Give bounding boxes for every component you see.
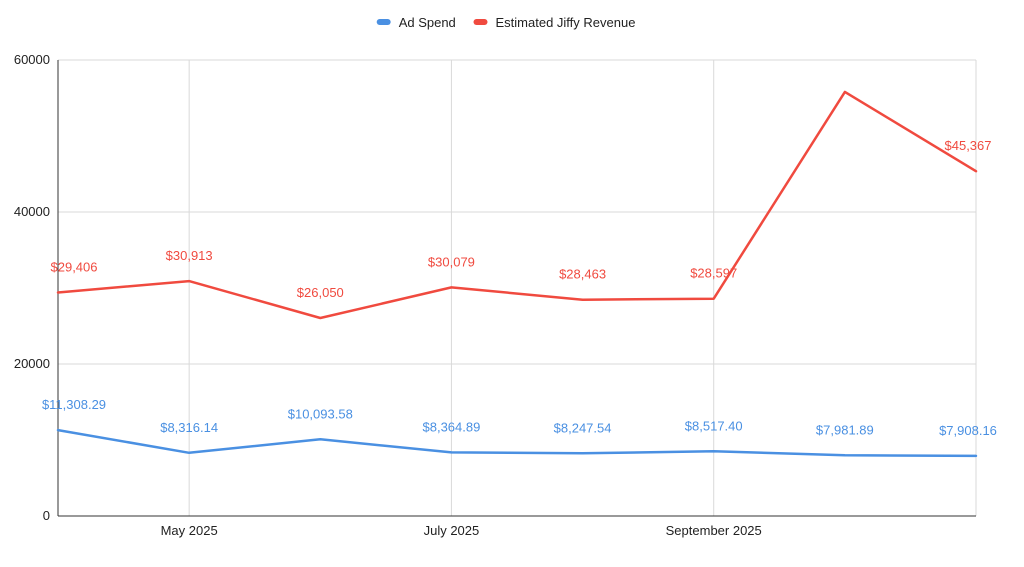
- data-label: $8,247.54: [554, 420, 612, 435]
- data-label: $28,463: [559, 267, 606, 282]
- data-label: $30,913: [166, 248, 213, 263]
- data-label: $8,364.89: [423, 419, 481, 434]
- data-label: $7,981.89: [816, 422, 874, 437]
- legend: Ad Spend Estimated Jiffy Revenue: [377, 15, 636, 30]
- data-label: $28,597: [690, 266, 737, 281]
- data-label: $8,316.14: [160, 420, 218, 435]
- data-label: $8,517.40: [685, 418, 743, 433]
- data-label: $29,406: [51, 260, 98, 275]
- legend-swatch: [474, 19, 488, 25]
- data-label: $7,908.16: [939, 423, 997, 438]
- x-tick-label: July 2025: [424, 523, 480, 538]
- axes: 0 20000 40000 60000 May 2025 July 2025 Septemb…: [14, 52, 976, 538]
- y-tick-label: 40000: [14, 204, 50, 219]
- x-tick-label: September 2025: [666, 523, 762, 538]
- legend-label: Estimated Jiffy Revenue: [496, 15, 636, 30]
- series-line-revenue: [58, 92, 976, 318]
- y-tick-label: 20000: [14, 356, 50, 371]
- data-labels: $11,308.29 $8,316.14 $10,093.58 $8,364.89 $8…: [42, 138, 997, 438]
- data-label: $30,079: [428, 254, 475, 269]
- data-label: $26,050: [297, 285, 344, 300]
- legend-swatch: [377, 19, 391, 25]
- data-label: $10,093.58: [288, 406, 353, 421]
- data-label: $45,367: [945, 138, 992, 153]
- legend-label: Ad Spend: [399, 15, 456, 30]
- grid-lines: [58, 60, 976, 516]
- series-lines: [58, 92, 976, 456]
- data-label: $11,308.29: [42, 397, 106, 412]
- y-tick-label: 0: [43, 508, 50, 523]
- y-tick-label: 60000: [14, 52, 50, 67]
- x-tick-label: May 2025: [161, 523, 218, 538]
